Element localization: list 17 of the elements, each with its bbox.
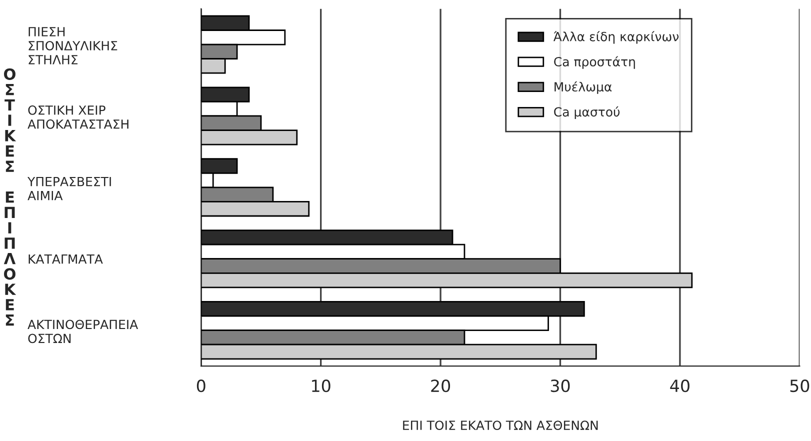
x-tick-label: 50 <box>790 380 810 392</box>
y-tick-label: ΥΠΕΡΑΣΒΕΣΤΙ ΑΙΜΙΑ <box>27 177 111 200</box>
x-axis-title: ΕΠΙ ΤΟΙΣ ΕΚΑΤΟ ΤΩΝ ΑΣΘΕΝΩΝ <box>403 420 598 430</box>
x-tick-label: 10 <box>312 380 330 392</box>
x-tick-label: 0 <box>196 380 206 392</box>
legend-label: Ca μαστού <box>554 106 620 120</box>
x-tick-label: 20 <box>431 380 450 392</box>
y-tick-label: ΚΑΤΑΓΜΑΤΑ <box>28 254 103 264</box>
legend-label: Μυέλωμα <box>554 81 612 94</box>
x-tick-label: 40 <box>670 380 690 392</box>
y-tick-label: ΟΣΤΙΚΗ ΧΕΙΡ ΑΠΟΚΑΤΑΣΤΑΣΗ <box>28 105 128 129</box>
y-tick-label: ΠΙΕΣΗ ΣΠΟΝΔΥΛΙΚΗΣ ΣΤΗΛΗΣ <box>28 27 118 64</box>
y-tick-label: ΑΚΤΙΝΟΘΕΡΑΠΕΙΑ ΟΣΤΩΝ <box>28 320 138 344</box>
text: ΟΣΤΙΚΕΣ ΕΠΙΠΛΟΚΕΣ <box>4 68 16 326</box>
legend-label: Άλλα είδη καρκίνων <box>553 31 679 44</box>
x-tick-label: 30 <box>550 380 570 392</box>
legend-label: Ca προστάτη <box>554 56 635 69</box>
